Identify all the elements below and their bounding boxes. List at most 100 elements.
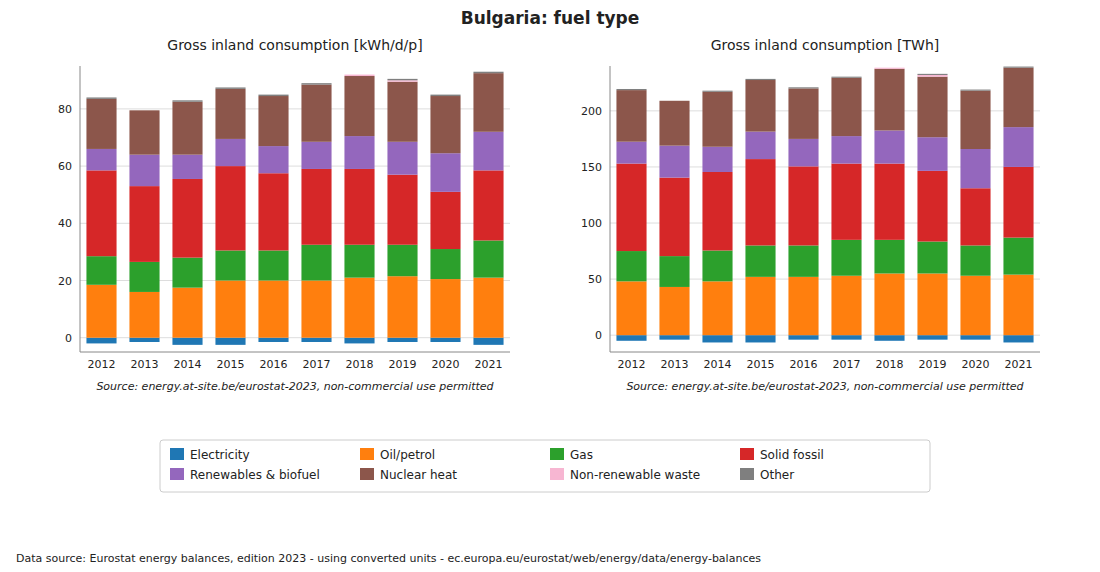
bar-segment xyxy=(344,338,374,344)
bar-segment xyxy=(215,89,245,139)
y-tick-label: 0 xyxy=(595,329,602,342)
bar-segment xyxy=(874,240,904,274)
bar-segment xyxy=(831,136,861,163)
source-note: Source: energy.at-site.be/eurostat-2023,… xyxy=(96,380,494,393)
bar-segment xyxy=(745,159,775,245)
y-axis xyxy=(610,66,611,352)
bar-segment xyxy=(616,335,646,341)
legend-swatch xyxy=(170,448,184,460)
legend-swatch xyxy=(740,468,754,480)
bar-segment xyxy=(960,90,990,91)
bar-segment xyxy=(387,245,417,276)
y-axis xyxy=(80,66,81,352)
x-tick-label: 2019 xyxy=(389,358,417,371)
bar-segment xyxy=(129,292,159,338)
bar-segment xyxy=(172,102,202,155)
bar-segment xyxy=(788,335,818,339)
legend-label: Solid fossil xyxy=(760,448,824,462)
bar-segment xyxy=(917,74,947,75)
bar-segment xyxy=(86,285,116,338)
bar-segment xyxy=(874,67,904,68)
legend-swatch xyxy=(360,468,374,480)
bars xyxy=(86,72,503,345)
x-tick-label: 2018 xyxy=(346,358,374,371)
bar-segment xyxy=(1003,335,1033,342)
bar-segment xyxy=(831,77,861,78)
bar-segment xyxy=(874,273,904,335)
bar-segment xyxy=(215,87,245,88)
bar-segment xyxy=(129,262,159,292)
bar-segment xyxy=(702,250,732,281)
bar-segment xyxy=(473,170,503,240)
bar-segment xyxy=(917,171,947,242)
panel: Gross inland consumption [kWh/d/p] 0 20 40 6… xyxy=(58,37,510,393)
chart-title: Gross inland consumption [kWh/d/p] xyxy=(167,37,422,53)
bar-segment xyxy=(344,75,374,76)
bar-segment xyxy=(874,335,904,341)
bar-segment xyxy=(430,338,460,342)
bar-segment xyxy=(344,76,374,136)
legend-label: Electricity xyxy=(190,448,250,462)
bar-segment xyxy=(129,338,159,342)
legend-label: Renewables & biofuel xyxy=(190,468,320,482)
bar-segment xyxy=(86,98,116,99)
bar-segment xyxy=(616,90,646,142)
bars xyxy=(616,67,1033,343)
bar-segment xyxy=(430,192,460,249)
y-tick-label: 40 xyxy=(58,217,72,230)
bar-segment xyxy=(702,335,732,342)
bar-segment xyxy=(659,335,689,339)
chart-title: Gross inland consumption [TWh] xyxy=(711,37,940,53)
bar-segment xyxy=(788,88,818,138)
figure: Bulgaria: fuel type Gross inland consumpt… xyxy=(0,0,1100,572)
y-tick-label: 200 xyxy=(581,105,602,118)
x-tick-label: 2014 xyxy=(174,358,202,371)
bar-segment xyxy=(387,82,417,142)
y-tick-label: 50 xyxy=(588,273,602,286)
bar-segment xyxy=(258,146,288,173)
legend-swatch xyxy=(550,468,564,480)
x-tick-label: 2021 xyxy=(1005,358,1033,371)
y-tick-label: 60 xyxy=(58,160,72,173)
bar-segment xyxy=(616,251,646,281)
bar-segment xyxy=(301,281,331,338)
bar-segment xyxy=(788,166,818,245)
legend-swatch xyxy=(170,468,184,480)
y-tick-label: 150 xyxy=(581,161,602,174)
bar-segment xyxy=(86,170,116,256)
bar-segment xyxy=(301,84,331,85)
bar-segment xyxy=(172,100,202,101)
x-tick-label: 2021 xyxy=(475,358,503,371)
bar-segment xyxy=(874,69,904,131)
bar-segment xyxy=(745,277,775,335)
bar-segment xyxy=(917,335,947,339)
bar-segment xyxy=(917,242,947,274)
bar-segment xyxy=(215,338,245,345)
bar-segment xyxy=(917,273,947,335)
bar-segment xyxy=(258,96,288,146)
bar-segment xyxy=(129,110,159,154)
figure-title: Bulgaria: fuel type xyxy=(461,8,640,28)
bar-segment xyxy=(301,85,331,142)
bar-segment xyxy=(258,338,288,342)
bar-segment xyxy=(215,281,245,338)
bar-segment xyxy=(129,110,159,111)
bar-segment xyxy=(1003,67,1033,68)
bar-segment xyxy=(745,245,775,276)
bar-segment xyxy=(86,149,116,170)
source-note: Source: energy.at-site.be/eurostat-2023,… xyxy=(626,380,1024,393)
bar-segment xyxy=(430,96,460,153)
y-tick-label: 20 xyxy=(58,275,72,288)
bar-segment xyxy=(215,88,245,89)
bar-segment xyxy=(831,335,861,339)
bar-segment xyxy=(616,281,646,335)
bar-segment xyxy=(215,139,245,166)
bar-segment xyxy=(616,89,646,90)
bar-segment xyxy=(344,169,374,245)
bar-segment xyxy=(473,240,503,277)
bar-segment xyxy=(301,245,331,281)
bar-segment xyxy=(745,80,775,81)
y-tick-label: 100 xyxy=(581,217,602,230)
y-tick-label: 0 xyxy=(65,332,72,345)
bar-segment xyxy=(745,79,775,80)
